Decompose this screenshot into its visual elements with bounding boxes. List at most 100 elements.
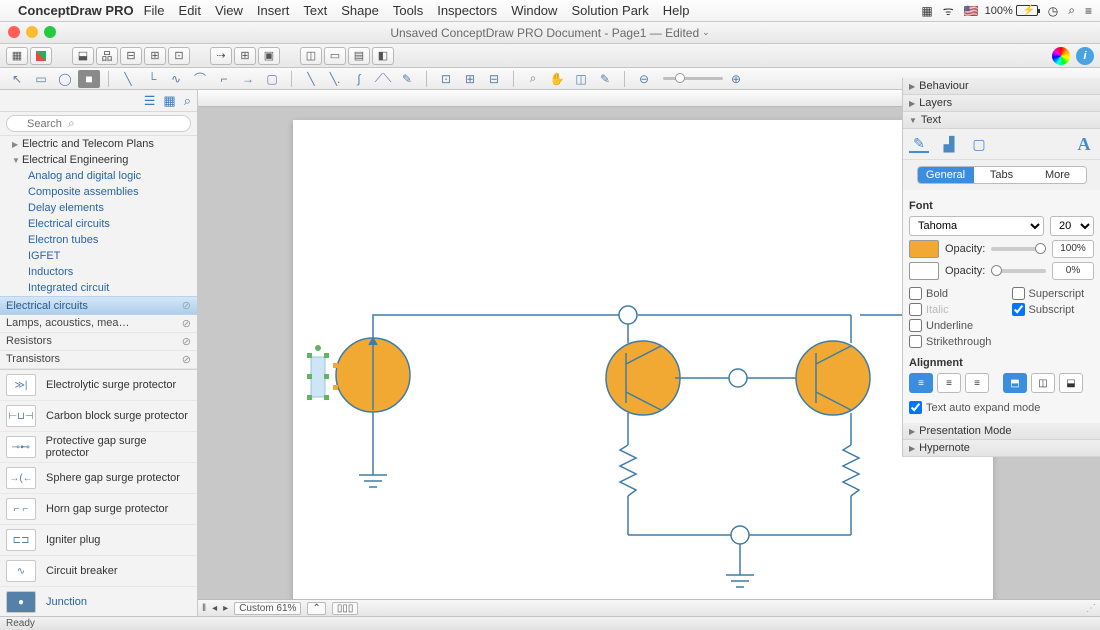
chk-super[interactable] [1012, 287, 1025, 300]
chk-bold[interactable] [909, 287, 922, 300]
tree-cat-telecom[interactable]: ▶Electric and Telecom Plans [0, 136, 197, 152]
fill-color-swatch[interactable] [909, 240, 939, 258]
zoom-tool[interactable]: ⌕ [522, 70, 544, 88]
menu-solution-park[interactable]: Solution Park [571, 3, 648, 18]
ti-font-icon[interactable]: A [1074, 135, 1094, 153]
grid-view-icon[interactable]: ▦ [163, 93, 175, 109]
palette-icon[interactable] [30, 47, 52, 65]
tree-circuits[interactable]: Electrical circuits [0, 216, 197, 232]
search-toggle-icon[interactable]: ⌕ [184, 93, 191, 109]
stroke-color-swatch[interactable] [909, 262, 939, 280]
layers-icon[interactable]: ▤ [348, 47, 370, 65]
menu-view[interactable]: View [215, 3, 243, 18]
section-hypernote[interactable]: ▶Hypernote [903, 440, 1100, 457]
menu-insert[interactable]: Insert [257, 3, 290, 18]
shape-sphere[interactable]: →(←Sphere gap surge protector [0, 463, 197, 494]
eraser-tool[interactable]: ◫ [570, 70, 592, 88]
chart-icon[interactable]: ▭ [324, 47, 346, 65]
pointer-tool[interactable]: ↖ [6, 70, 28, 88]
connector-icon[interactable]: ⇢ [210, 47, 232, 65]
align-right[interactable]: ≡ [965, 373, 989, 393]
page[interactable] [293, 120, 993, 610]
line-tool[interactable]: ╲ [117, 70, 139, 88]
tree-electron-tubes[interactable]: Electron tubes [0, 232, 197, 248]
zoom-slider[interactable] [663, 77, 723, 80]
chk-italic[interactable] [909, 303, 922, 316]
shape-horn[interactable]: ⌐ ⌐Horn gap surge protector [0, 494, 197, 525]
menu-inspectors[interactable]: Inspectors [437, 3, 497, 18]
shape-junction[interactable]: ●Junction [0, 587, 197, 616]
tree-analog[interactable]: Analog and digital logic [0, 168, 197, 184]
open-lib-lamps[interactable]: Lamps, acoustics, mea…⊘ [0, 315, 197, 333]
ti-box-icon[interactable]: ▢ [969, 135, 989, 153]
arrow-tool[interactable]: → [237, 70, 259, 88]
stroke-opacity-slider[interactable] [991, 269, 1046, 273]
spline-tool[interactable]: ⟋⟍ [372, 70, 394, 88]
pager-prev[interactable]: ◂ [212, 603, 217, 614]
chk-auto-expand[interactable] [909, 401, 922, 414]
menu-tools[interactable]: Tools [393, 3, 423, 18]
grid-icon[interactable]: ▦ [6, 47, 28, 65]
menu-edit[interactable]: Edit [179, 3, 201, 18]
tree-composite[interactable]: Composite assemblies [0, 184, 197, 200]
connector-tool[interactable]: └ [141, 70, 163, 88]
tree-integrated[interactable]: Integrated circuit [0, 280, 197, 296]
filled-rect-tool[interactable]: ■ [78, 70, 100, 88]
menu-window[interactable]: Window [511, 3, 557, 18]
orgchart-icon[interactable]: 品 [96, 47, 118, 65]
traffic-lights[interactable] [8, 26, 56, 38]
tree-cat-electrical-eng[interactable]: ▼Electrical Engineering [0, 152, 197, 168]
tree-delay[interactable]: Delay elements [0, 200, 197, 216]
chk-sub[interactable] [1012, 303, 1025, 316]
zoom-in-icon[interactable]: ⊕ [725, 70, 747, 88]
fill-opacity-value[interactable]: 100% [1052, 240, 1094, 258]
open-lib-circuits[interactable]: Electrical circuits⊘ [0, 296, 197, 315]
snap2-tool[interactable]: ⊞ [459, 70, 481, 88]
curve-tool[interactable]: ∿ [165, 70, 187, 88]
font-size-select[interactable]: 20 [1050, 216, 1094, 236]
shape-protective[interactable]: ⊸⊷Protective gap surge protector [0, 432, 197, 463]
snap3-tool[interactable]: ⊟ [483, 70, 505, 88]
arc-tool[interactable]: ⌒ [189, 70, 211, 88]
open-lib-resistors[interactable]: Resistors⊘ [0, 333, 197, 351]
list-icon[interactable]: ≡ [1085, 4, 1092, 18]
color-wheel-icon[interactable] [1052, 47, 1070, 65]
stroke-opacity-value[interactable]: 0% [1052, 262, 1094, 280]
group-icon[interactable]: ▣ [258, 47, 280, 65]
shape-carbon[interactable]: ⊢⊔⊣Carbon block surge protector [0, 401, 197, 432]
step-tool[interactable]: ⌐ [213, 70, 235, 88]
valign-top[interactable]: ⬒ [1003, 373, 1027, 393]
list-view-icon[interactable]: ☰ [144, 93, 156, 109]
freehand-tool[interactable]: ✎ [396, 70, 418, 88]
tree-icon[interactable]: ⊟ [120, 47, 142, 65]
ellipse-tool[interactable]: ◯ [54, 70, 76, 88]
tree-igfet[interactable]: IGFET [0, 248, 197, 264]
ti-pen-icon[interactable]: ✎ [909, 135, 929, 153]
spotlight-icon[interactable]: ⌕ [1068, 3, 1075, 18]
tab-tabs[interactable]: Tabs [974, 167, 1030, 183]
square-tool[interactable]: ▢ [261, 70, 283, 88]
section-presentation[interactable]: ▶Presentation Mode [903, 423, 1100, 440]
app-name[interactable]: ConceptDraw PRO [18, 3, 134, 18]
eyedrop-tool[interactable]: ✎ [594, 70, 616, 88]
open-lib-transistors[interactable]: Transistors⊘ [0, 351, 197, 369]
valign-bot[interactable]: ⬓ [1059, 373, 1083, 393]
clock-icon[interactable]: ◷ [1048, 4, 1058, 18]
qr-icon[interactable]: ▦ [921, 4, 932, 18]
flag-icon[interactable]: 🇺🇸 [964, 4, 979, 18]
arrange-icon[interactable]: ⊞ [234, 47, 256, 65]
menu-shape[interactable]: Shape [341, 3, 379, 18]
shape-igniter[interactable]: ⊏⊐Igniter plug [0, 525, 197, 556]
view-mode[interactable]: ▯▯▯ [332, 602, 359, 615]
fill-opacity-slider[interactable] [991, 247, 1046, 251]
menu-file[interactable]: File [144, 3, 165, 18]
shape-breaker[interactable]: ∿Circuit breaker [0, 556, 197, 587]
resize-grip-icon[interactable]: ⋰ [1086, 603, 1096, 614]
chk-underline[interactable] [909, 319, 922, 332]
zoom-stepper[interactable]: ⌃ [307, 602, 325, 615]
shape-electrolytic[interactable]: ≫|Electrolytic surge protector [0, 370, 197, 401]
diag-line-tool[interactable]: ╲ [300, 70, 322, 88]
align-center[interactable]: ≡ [937, 373, 961, 393]
align-left[interactable]: ≡ [909, 373, 933, 393]
valign-mid[interactable]: ◫ [1031, 373, 1055, 393]
